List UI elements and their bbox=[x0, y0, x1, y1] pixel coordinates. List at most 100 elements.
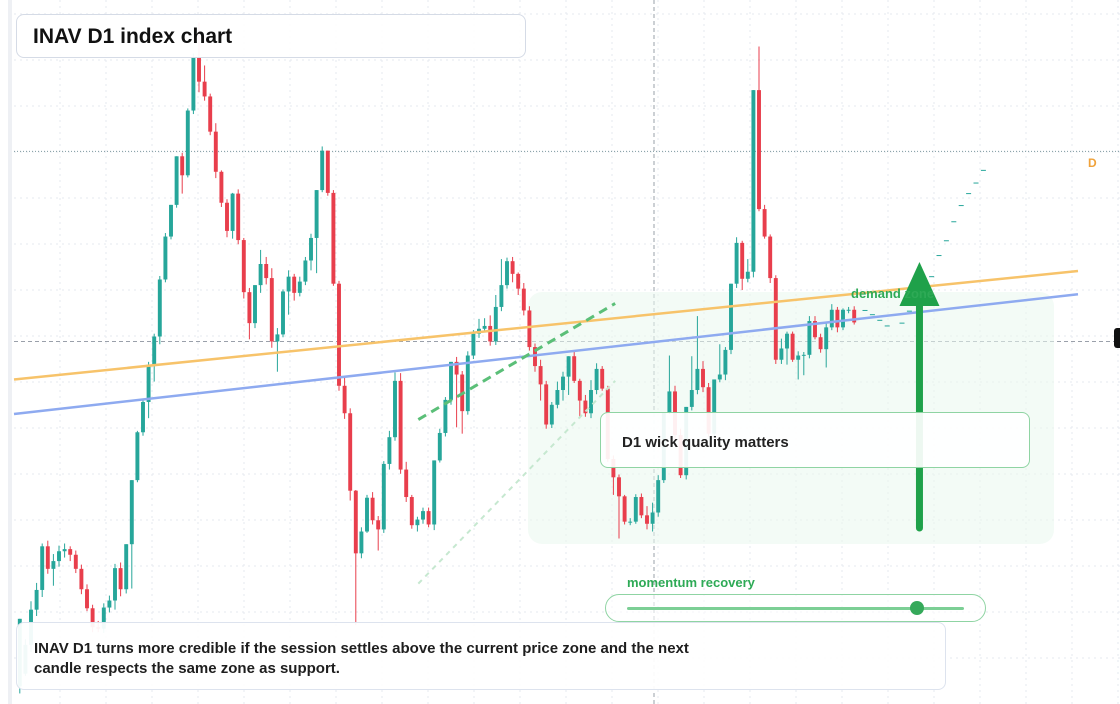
candle-down bbox=[225, 202, 229, 231]
candle-down bbox=[577, 380, 582, 401]
candle-down bbox=[600, 368, 605, 389]
momentum-track bbox=[627, 607, 964, 610]
candle-up bbox=[275, 334, 280, 342]
candle-up bbox=[695, 368, 700, 391]
candle-up bbox=[437, 432, 442, 461]
candle-up bbox=[656, 480, 661, 513]
candle-up bbox=[314, 190, 319, 238]
candle-down bbox=[241, 240, 246, 293]
candle-up bbox=[549, 404, 554, 425]
candle-up bbox=[415, 519, 420, 526]
candle-up bbox=[796, 355, 801, 360]
candle-up bbox=[729, 283, 733, 350]
candle-up bbox=[555, 390, 560, 405]
candle-down bbox=[73, 554, 78, 569]
candle-down bbox=[236, 193, 241, 241]
caption-text: INAV D1 turns more credible if the sessi… bbox=[34, 640, 689, 677]
candle-up bbox=[667, 391, 672, 413]
candle-up bbox=[717, 374, 722, 380]
candle-down bbox=[510, 261, 515, 274]
candle-down bbox=[701, 368, 705, 388]
candle-up bbox=[393, 380, 397, 438]
candle-up bbox=[297, 281, 302, 293]
candle-down bbox=[269, 278, 274, 342]
momentum-recovery-slider[interactable] bbox=[605, 594, 986, 622]
candle-up bbox=[734, 242, 739, 284]
candle-down bbox=[813, 321, 817, 338]
candle-down bbox=[622, 496, 627, 522]
candle-up bbox=[432, 460, 437, 525]
candle-up bbox=[124, 544, 129, 590]
candle-up bbox=[471, 333, 476, 356]
channel-lower-dashed-line bbox=[417, 380, 616, 585]
annotation-note-panel: D1 wick quality matters bbox=[600, 412, 1030, 468]
candle-down bbox=[544, 384, 549, 425]
candle-down bbox=[348, 413, 353, 491]
candle-down bbox=[247, 292, 252, 324]
candle-up bbox=[505, 261, 509, 286]
candle-up bbox=[320, 150, 325, 191]
momentum-recovery-label: momentum recovery bbox=[627, 575, 755, 590]
candle-down bbox=[617, 477, 621, 497]
candle-up bbox=[829, 309, 834, 328]
candle-down bbox=[706, 387, 711, 434]
candle-up bbox=[449, 361, 453, 400]
candle-up bbox=[40, 546, 45, 590]
momentum-slider-knob[interactable] bbox=[909, 601, 924, 615]
candle-up bbox=[174, 156, 179, 205]
candle-up bbox=[146, 364, 151, 402]
candle-up bbox=[465, 355, 470, 412]
candle-down bbox=[79, 568, 84, 590]
candle-up bbox=[129, 480, 134, 545]
candle-up bbox=[101, 607, 106, 629]
candle-down bbox=[488, 325, 493, 342]
candle-down bbox=[516, 273, 521, 289]
candle-down bbox=[370, 497, 375, 521]
demand-zone-label: demand zone bbox=[851, 286, 935, 301]
candle-up bbox=[387, 437, 392, 464]
candle-up bbox=[633, 497, 638, 522]
candle-down bbox=[208, 96, 213, 132]
candle-down bbox=[818, 337, 823, 350]
candle-up bbox=[62, 549, 67, 552]
left-scale-strip bbox=[8, 0, 12, 704]
candle-up bbox=[152, 336, 157, 365]
candle-up bbox=[566, 356, 571, 377]
chart-title: INAV D1 index chart bbox=[33, 25, 233, 48]
candle-up bbox=[443, 399, 448, 433]
candle-up bbox=[628, 521, 633, 523]
bullish-arrow-head bbox=[899, 262, 940, 306]
candle-up bbox=[57, 551, 61, 562]
blue-trendline bbox=[13, 293, 1079, 416]
candle-down bbox=[331, 192, 336, 284]
candle-down bbox=[538, 366, 543, 385]
candle-up bbox=[51, 561, 56, 569]
candle-up bbox=[309, 237, 313, 261]
candle-up bbox=[381, 463, 386, 530]
candle-up bbox=[493, 306, 498, 342]
candle-down bbox=[639, 497, 644, 516]
candle-down bbox=[68, 549, 73, 555]
candle-up bbox=[745, 271, 750, 279]
candle-down bbox=[773, 278, 778, 360]
candle-up bbox=[163, 236, 168, 280]
candle-down bbox=[409, 497, 414, 526]
candle-up bbox=[141, 401, 145, 433]
channel-upper-dashed-line bbox=[417, 302, 616, 421]
candle-down bbox=[527, 310, 532, 348]
candle-up bbox=[107, 600, 112, 608]
annotation-note-text: D1 wick quality matters bbox=[622, 434, 789, 451]
price-scale-tag[interactable] bbox=[1114, 328, 1120, 348]
candle-down bbox=[768, 236, 773, 279]
candle-down bbox=[45, 546, 50, 569]
candle-up bbox=[689, 390, 694, 407]
candle-down bbox=[337, 283, 341, 386]
candle-up bbox=[594, 368, 599, 391]
candle-down bbox=[790, 333, 795, 360]
candle-down bbox=[219, 171, 224, 203]
candle-up bbox=[230, 193, 235, 231]
chart-title-panel: INAV D1 index chart bbox=[16, 14, 526, 58]
candle-down bbox=[202, 81, 207, 97]
candle-up bbox=[589, 390, 593, 414]
candle-down bbox=[583, 400, 588, 414]
